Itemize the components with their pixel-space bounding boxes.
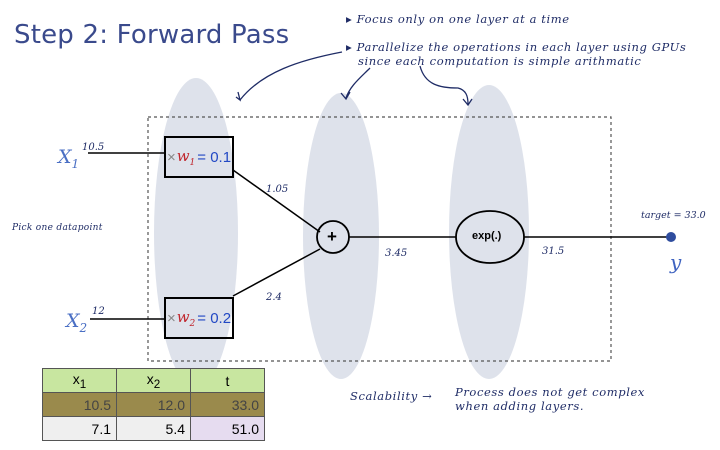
- edge-value-w1: 1.05: [266, 184, 289, 195]
- edge-w1-sum: [232, 169, 321, 233]
- slide-title: Step 2: Forward Pass: [14, 20, 290, 50]
- network-frame: [147, 116, 612, 362]
- output-y-label: y: [670, 250, 682, 274]
- sum-node-label: +: [327, 227, 337, 246]
- exp-node-label: exp(.): [472, 230, 502, 242]
- edge-value-exp: 31.5: [542, 246, 565, 257]
- datapoint-table: x1 x2 t 10.5 12.0 33.0 7.1 5.4 51.0: [42, 368, 265, 441]
- w2-value: = 0.2: [197, 309, 232, 327]
- edge-value-sum: 3.45: [385, 248, 408, 259]
- cell: 5.4: [116, 416, 191, 441]
- arrow-to-layer1: [239, 51, 343, 101]
- input-x2-value: 12: [92, 306, 105, 317]
- note-focus: ▸ Focus only on one layer at a time: [346, 12, 570, 26]
- table-row[interactable]: 10.5 12.0 33.0: [42, 392, 265, 417]
- target-label: target = 33.0: [641, 210, 706, 221]
- cell: 10.5: [42, 392, 117, 417]
- edge-w2-sum: [232, 248, 321, 297]
- output-node: [666, 232, 676, 242]
- w1-value: = 0.1: [197, 148, 232, 166]
- input-x2-label: X2: [66, 310, 88, 335]
- note-parallel-line2: since each computation is simple arithma…: [358, 54, 642, 68]
- arrow-to-layer2: [345, 67, 371, 99]
- layer-ellipse-3: [449, 85, 529, 379]
- weight-box-w2: × w2 = 0.2: [164, 297, 234, 339]
- layer-ellipse-2: [303, 93, 379, 379]
- note-parallel-line1: ▸ Parallelize the operations in each lay…: [346, 40, 687, 54]
- note-pick: Pick one datapoint: [12, 223, 103, 233]
- exp-node: [455, 210, 525, 264]
- note-scalability-left: Scalability →: [350, 389, 433, 403]
- note-scalability-line2: when adding layers.: [455, 399, 585, 413]
- layer-ellipse-1: [154, 78, 238, 388]
- sum-node: [316, 220, 350, 254]
- note-scalability-line1: Process does not get complex: [455, 385, 645, 399]
- cell: 33.0: [190, 392, 265, 417]
- table-row[interactable]: 7.1 5.4 51.0: [42, 416, 265, 441]
- table-header-row: x1 x2 t: [42, 368, 265, 393]
- header-t: t: [190, 368, 265, 393]
- multiply-icon: ×: [166, 148, 176, 166]
- cell: 7.1: [42, 416, 117, 441]
- header-x2: x2: [116, 368, 191, 393]
- arrow-to-layer3: [419, 65, 469, 105]
- cell: 51.0: [190, 416, 265, 441]
- header-x1: x1: [42, 368, 117, 393]
- input-x1-value: 10.5: [82, 142, 105, 153]
- cell: 12.0: [116, 392, 191, 417]
- weight-box-w1: × w1 = 0.1: [164, 136, 234, 178]
- multiply-icon: ×: [166, 309, 176, 327]
- input-x1-label: X1: [58, 146, 80, 171]
- edge-value-w2: 2.4: [266, 292, 282, 303]
